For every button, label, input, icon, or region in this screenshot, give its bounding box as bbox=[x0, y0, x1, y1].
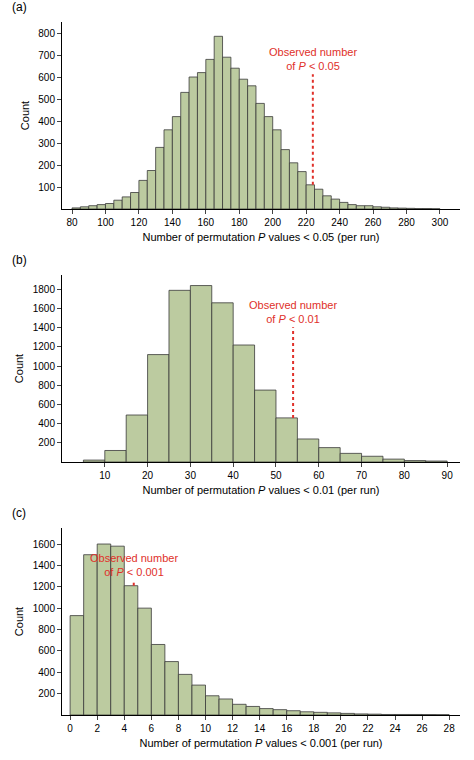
svg-text:300: 300 bbox=[432, 217, 449, 228]
svg-text:2: 2 bbox=[94, 723, 100, 734]
svg-text:200: 200 bbox=[264, 217, 281, 228]
svg-text:Count: Count bbox=[13, 607, 25, 636]
svg-text:600: 600 bbox=[38, 72, 55, 83]
svg-text:1600: 1600 bbox=[33, 539, 56, 550]
svg-text:Number of permutation P values: Number of permutation P values < 0.001 (… bbox=[139, 737, 382, 749]
svg-text:24: 24 bbox=[389, 723, 401, 734]
svg-text:22: 22 bbox=[362, 723, 374, 734]
svg-text:220: 220 bbox=[298, 217, 315, 228]
svg-text:20: 20 bbox=[335, 723, 347, 734]
svg-text:10: 10 bbox=[99, 470, 111, 481]
svg-text:Observed numberof P < 0.01: Observed numberof P < 0.01 bbox=[249, 299, 337, 325]
svg-text:160: 160 bbox=[197, 217, 214, 228]
svg-text:80: 80 bbox=[399, 470, 411, 481]
svg-text:80: 80 bbox=[66, 217, 78, 228]
svg-text:(a): (a) bbox=[12, 0, 27, 14]
svg-text:800: 800 bbox=[38, 380, 55, 391]
svg-text:600: 600 bbox=[38, 645, 55, 656]
svg-text:120: 120 bbox=[131, 217, 148, 228]
svg-text:200: 200 bbox=[38, 437, 55, 448]
svg-text:16: 16 bbox=[281, 723, 293, 734]
svg-text:8: 8 bbox=[176, 723, 182, 734]
svg-text:0: 0 bbox=[67, 723, 73, 734]
svg-text:20: 20 bbox=[142, 470, 154, 481]
svg-text:400: 400 bbox=[38, 667, 55, 678]
svg-text:700: 700 bbox=[38, 50, 55, 61]
svg-text:180: 180 bbox=[231, 217, 248, 228]
svg-text:12: 12 bbox=[227, 723, 239, 734]
svg-text:260: 260 bbox=[365, 217, 382, 228]
svg-text:200: 200 bbox=[38, 688, 55, 699]
svg-text:800: 800 bbox=[38, 624, 55, 635]
svg-text:600: 600 bbox=[38, 399, 55, 410]
svg-text:1000: 1000 bbox=[33, 603, 56, 614]
svg-text:18: 18 bbox=[308, 723, 320, 734]
svg-text:6: 6 bbox=[149, 723, 155, 734]
svg-text:Count: Count bbox=[19, 101, 31, 130]
svg-text:140: 140 bbox=[164, 217, 181, 228]
svg-text:28: 28 bbox=[444, 723, 456, 734]
svg-text:4: 4 bbox=[121, 723, 127, 734]
svg-text:1800: 1800 bbox=[33, 284, 56, 295]
svg-text:100: 100 bbox=[97, 217, 114, 228]
svg-text:400: 400 bbox=[38, 418, 55, 429]
svg-text:26: 26 bbox=[417, 723, 429, 734]
svg-text:280: 280 bbox=[398, 217, 415, 228]
svg-text:Observed numberof P < 0.05: Observed numberof P < 0.05 bbox=[269, 46, 357, 72]
svg-text:1200: 1200 bbox=[33, 581, 56, 592]
svg-text:70: 70 bbox=[356, 470, 368, 481]
svg-text:1400: 1400 bbox=[33, 560, 56, 571]
svg-text:1200: 1200 bbox=[33, 341, 56, 352]
svg-text:10: 10 bbox=[200, 723, 212, 734]
svg-text:Observed numberof P < 0.001: Observed numberof P < 0.001 bbox=[90, 552, 178, 578]
svg-text:(b): (b) bbox=[12, 253, 27, 267]
svg-text:400: 400 bbox=[38, 116, 55, 127]
svg-text:90: 90 bbox=[442, 470, 454, 481]
svg-text:Number of permutation P values: Number of permutation P values < 0.01 (p… bbox=[143, 484, 380, 496]
svg-text:50: 50 bbox=[270, 470, 282, 481]
svg-text:60: 60 bbox=[313, 470, 325, 481]
svg-text:200: 200 bbox=[38, 160, 55, 171]
svg-text:1000: 1000 bbox=[33, 361, 56, 372]
svg-text:Count: Count bbox=[13, 354, 25, 383]
svg-text:100: 100 bbox=[38, 182, 55, 193]
svg-text:14: 14 bbox=[254, 723, 266, 734]
svg-text:Number of permutation P values: Number of permutation P values < 0.05 (p… bbox=[143, 231, 380, 243]
svg-text:(c): (c) bbox=[12, 506, 26, 520]
svg-text:240: 240 bbox=[331, 217, 348, 228]
svg-text:30: 30 bbox=[185, 470, 197, 481]
svg-text:1400: 1400 bbox=[33, 322, 56, 333]
svg-text:1600: 1600 bbox=[33, 303, 56, 314]
svg-text:500: 500 bbox=[38, 94, 55, 105]
svg-text:40: 40 bbox=[228, 470, 240, 481]
svg-text:800: 800 bbox=[38, 28, 55, 39]
svg-text:300: 300 bbox=[38, 138, 55, 149]
